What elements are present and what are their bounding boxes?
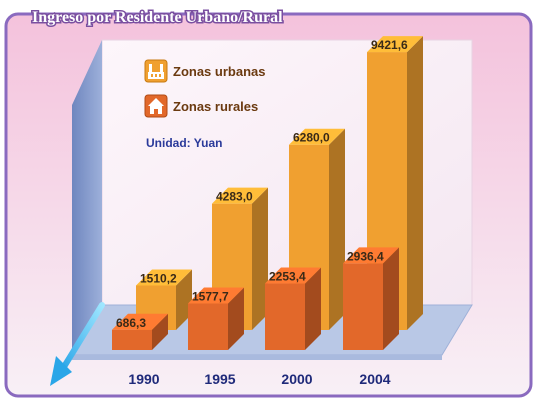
rural-value-label: 2253,4 [269,270,306,284]
urban-value-label: 6280,0 [293,131,330,145]
category-label: 1990 [128,371,159,387]
rural-bar-side [305,267,321,350]
category-label: 2000 [281,371,312,387]
rural-value-label: 1577,7 [192,289,229,303]
rural-bar-top [112,313,168,330]
urban-bar-top [367,36,423,53]
rural-bar-top [188,287,244,304]
legend-label-rural: Zonas rurales [173,99,258,114]
rural-bar-side [383,247,399,350]
urban-value-label: 4283,0 [216,190,253,204]
rural-bar-front [112,329,152,350]
rural-bar-top [265,267,321,284]
urban-bar-top [212,187,268,204]
axis-arrow-icon [50,302,105,386]
rural-bar-top [343,247,399,264]
legend: Zonas urbanas Zonas rurales Unidad: Yuan [144,59,265,150]
rural-value-label: 686,3 [116,316,146,330]
rural-bar-side [152,313,168,350]
rural-bar-front [265,283,305,350]
urban-bar-side [407,36,423,330]
category-labels: 1990 1995 2000 2004 [128,371,390,387]
legend-item-rural: Zonas rurales [144,94,258,118]
rural-bar: 686,3 [112,313,168,350]
chart-floor-edge [72,355,442,360]
category-label: 2004 [359,371,390,387]
rural-bar-side [228,287,244,350]
urban-bar-side [329,128,345,330]
urban-value-label: 1510,2 [140,271,177,285]
urban-bar-side [252,187,268,330]
rural-value-label: 2936,4 [347,249,384,263]
rural-bar: 2253,4 [265,267,321,350]
bars-group: 1510,2 686,3 4283,0 1577,7 6280,0 2253,4 9421,… [112,36,423,350]
urban-bar-top [289,128,345,145]
legend-label-urban: Zonas urbanas [173,64,265,79]
urban-value-label: 9421,6 [371,38,408,52]
urban-bar-top [136,269,192,286]
unit-label: Unidad: Yuan [146,136,222,150]
house-icon [144,94,168,118]
legend-item-urban: Zonas urbanas [144,59,265,83]
rural-bar-front [343,263,383,350]
chart-title: Ingreso por Residente Urbano/Rural [32,9,283,26]
factory-icon [144,59,168,83]
chart-left-wall [72,40,102,355]
rural-bar: 2936,4 [343,247,399,350]
rural-bar-front [188,303,228,350]
category-label: 1995 [204,371,235,387]
rural-bar: 1577,7 [188,287,244,350]
